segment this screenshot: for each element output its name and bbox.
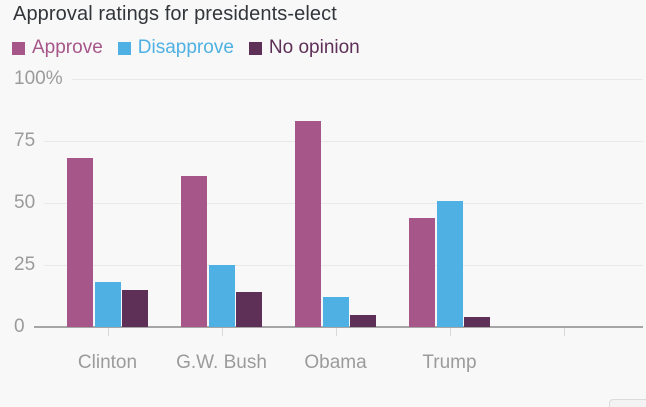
- legend-swatch-disapprove-icon: [117, 41, 131, 55]
- gridline: [44, 202, 643, 204]
- x-axis-line: [33, 326, 643, 328]
- gridline: [71, 78, 643, 80]
- y-axis-label: 50: [14, 192, 36, 213]
- gridline: [44, 140, 643, 142]
- gridline: [44, 264, 643, 266]
- legend-item-disapprove: Disapprove: [117, 37, 234, 59]
- y-gridline-row-0: 0: [14, 315, 643, 339]
- y-axis-label: 100%: [14, 68, 63, 89]
- x-axis-label-obama: Obama: [304, 352, 367, 373]
- x-axis-label-g-w-bush: G.W. Bush: [176, 352, 267, 373]
- legend-label-disapprove: Disapprove: [137, 37, 234, 58]
- y-axis-label: 75: [14, 130, 36, 151]
- legend-item-no-opinion: No opinion: [248, 37, 360, 59]
- x-axis-label-trump: Trump: [422, 352, 477, 373]
- x-axis-label-clinton: Clinton: [77, 352, 138, 373]
- bar-clinton-disapprove: [94, 282, 121, 327]
- bar-obama-approve: [295, 121, 321, 327]
- chart-legend: Approve Disapprove No opinion: [12, 37, 360, 59]
- attribution-badge-partial[interactable]: [609, 399, 646, 407]
- bar-g-w-bush-no-opinion: [236, 292, 262, 327]
- bar-g-w-bush-disapprove: [208, 265, 235, 327]
- bar-g-w-bush-approve: [181, 175, 207, 327]
- y-gridline-row-50: 50: [14, 191, 643, 215]
- legend-swatch-approve-icon: [12, 41, 25, 55]
- legend-label-no-opinion: No opinion: [268, 37, 360, 58]
- legend-swatch-no-opinion-icon: [248, 41, 262, 55]
- bar-clinton-approve: [67, 158, 93, 327]
- y-axis-label: 25: [14, 254, 36, 275]
- bar-clinton-no-opinion: [122, 289, 148, 327]
- bar-trump-disapprove: [436, 200, 463, 327]
- bar-obama-no-opinion: [350, 314, 376, 327]
- x-axis-tick: [449, 328, 451, 336]
- x-axis-tick: [563, 328, 565, 336]
- bar-trump-approve: [409, 217, 435, 327]
- y-gridline-row-25: 25: [14, 253, 643, 277]
- legend-item-approve: Approve: [12, 37, 103, 59]
- x-axis-tick: [221, 328, 223, 336]
- x-axis-tick: [335, 328, 337, 336]
- bar-obama-disapprove: [322, 297, 349, 327]
- y-gridline-row-75: 75: [14, 129, 643, 153]
- legend-label-approve: Approve: [32, 37, 103, 58]
- y-axis-label: 0: [14, 316, 25, 337]
- x-axis-tick: [107, 328, 109, 336]
- y-gridline-row-100%: 100%: [14, 67, 643, 91]
- chart-title: Approval ratings for presidents-elect: [13, 3, 337, 25]
- bar-trump-no-opinion: [464, 317, 490, 327]
